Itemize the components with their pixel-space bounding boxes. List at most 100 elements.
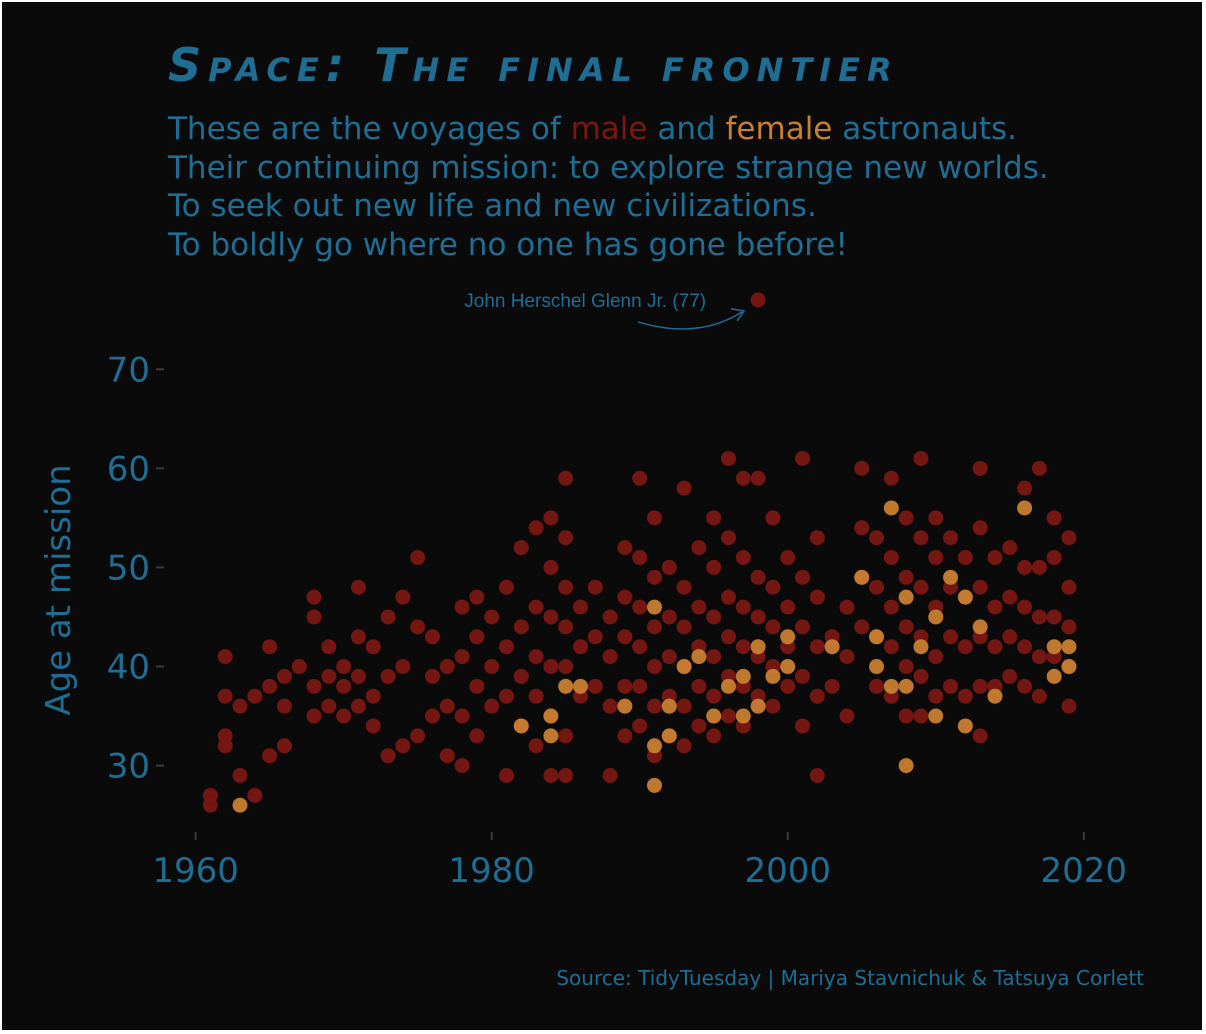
male-astronaut-point [617, 589, 633, 605]
male-astronaut-point [987, 550, 1003, 566]
male-astronaut-point [232, 698, 248, 714]
male-astronaut-point [824, 678, 840, 694]
female-astronaut-point [1061, 639, 1077, 655]
male-astronaut-point [898, 619, 914, 635]
male-astronaut-point [424, 708, 440, 724]
male-astronaut-point [602, 698, 618, 714]
female-astronaut-point [232, 797, 248, 813]
female-astronaut-point [1046, 639, 1062, 655]
male-astronaut-point [321, 668, 337, 684]
male-astronaut-point [735, 550, 751, 566]
female-astronaut-point [987, 688, 1003, 704]
female-astronaut-point [543, 708, 559, 724]
male-astronaut-point [647, 619, 662, 635]
male-astronaut-point [883, 550, 899, 566]
male-astronaut-point [721, 450, 737, 466]
male-astronaut-point [543, 559, 559, 575]
female-astronaut-point [1046, 668, 1062, 684]
male-astronaut-point [691, 678, 707, 694]
x-tick-label: 1980 [448, 851, 535, 891]
male-astronaut-point [721, 708, 737, 724]
male-astronaut-point [809, 688, 825, 704]
female-astronaut-point [543, 728, 559, 744]
female-astronaut-point [972, 619, 988, 635]
male-astronaut-point [706, 510, 722, 526]
female-astronaut-point [661, 698, 677, 714]
male-astronaut-point [750, 569, 766, 585]
male-astronaut-point [232, 768, 248, 784]
female-astronaut-point [1017, 500, 1033, 516]
male-astronaut-point [380, 668, 396, 684]
male-astronaut-point [336, 708, 352, 724]
male-astronaut-point [1002, 540, 1018, 556]
male-astronaut-point [217, 728, 233, 744]
male-astronaut-point [676, 480, 692, 496]
male-astronaut-point [306, 589, 322, 605]
male-astronaut-point [602, 609, 618, 625]
female-astronaut-point [750, 639, 766, 655]
male-astronaut-point [883, 639, 899, 655]
male-astronaut-point [809, 530, 825, 546]
male-astronaut-point [632, 470, 648, 486]
male-astronaut-point [424, 629, 440, 645]
male-astronaut-point [1017, 678, 1033, 694]
male-astronaut-point [691, 718, 707, 734]
female-astronaut-point [661, 728, 677, 744]
male-astronaut-point [691, 599, 707, 615]
male-astronaut-point [572, 599, 588, 615]
subtitle-female-word: female [725, 111, 833, 147]
male-astronaut-point [513, 668, 529, 684]
male-astronaut-point [217, 688, 233, 704]
male-astronaut-point [306, 678, 322, 694]
male-astronaut-point [809, 639, 825, 655]
male-astronaut-point [572, 639, 588, 655]
male-astronaut-point [780, 678, 796, 694]
male-astronaut-point [350, 668, 366, 684]
y-tick-label: 30 [107, 747, 150, 787]
subtitle-line-1-start: These are the voyages of [168, 111, 571, 147]
female-astronaut-point [572, 678, 588, 694]
annotation-arrowhead [731, 308, 746, 322]
male-astronaut-point [350, 698, 366, 714]
y-tick-label: 40 [107, 648, 150, 688]
male-astronaut-point [410, 550, 426, 566]
male-astronaut-point [469, 629, 485, 645]
male-astronaut-point [795, 569, 811, 585]
male-astronaut-point [735, 470, 751, 486]
male-astronaut-point [617, 629, 633, 645]
female-astronaut-point [1061, 659, 1077, 675]
male-astronaut-point [498, 579, 514, 595]
male-astronaut-point [869, 530, 885, 546]
female-points [232, 500, 1077, 813]
male-astronaut-point [587, 579, 603, 595]
male-astronaut-point [247, 787, 263, 803]
male-astronaut-point [217, 649, 233, 665]
female-astronaut-point [735, 708, 751, 724]
male-astronaut-point [558, 659, 574, 675]
male-astronaut-point [469, 589, 485, 605]
female-astronaut-point [898, 758, 914, 774]
chart-subtitle: These are the voyages of male and female… [168, 110, 1049, 264]
male-astronaut-point [883, 470, 899, 486]
male-astronaut-point [987, 599, 1003, 615]
male-astronaut-point [1031, 460, 1047, 476]
male-astronaut-point [336, 678, 352, 694]
female-astronaut-point [869, 659, 885, 675]
male-astronaut-point [1061, 619, 1077, 635]
male-astronaut-point [706, 649, 722, 665]
female-astronaut-point [780, 659, 796, 675]
female-astronaut-point [928, 609, 944, 625]
male-astronaut-point [543, 659, 559, 675]
x-tick-label: 2000 [744, 851, 831, 891]
male-astronaut-point [543, 768, 559, 784]
female-astronaut-point [780, 629, 796, 645]
female-astronaut-point [706, 708, 722, 724]
female-astronaut-point [957, 718, 973, 734]
female-astronaut-point [647, 777, 662, 793]
male-astronaut-point [291, 659, 307, 675]
male-astronaut-point [587, 629, 603, 645]
male-astronaut-point [750, 609, 766, 625]
male-astronaut-point [558, 579, 574, 595]
male-astronaut-point [454, 649, 470, 665]
female-astronaut-point [750, 698, 766, 714]
